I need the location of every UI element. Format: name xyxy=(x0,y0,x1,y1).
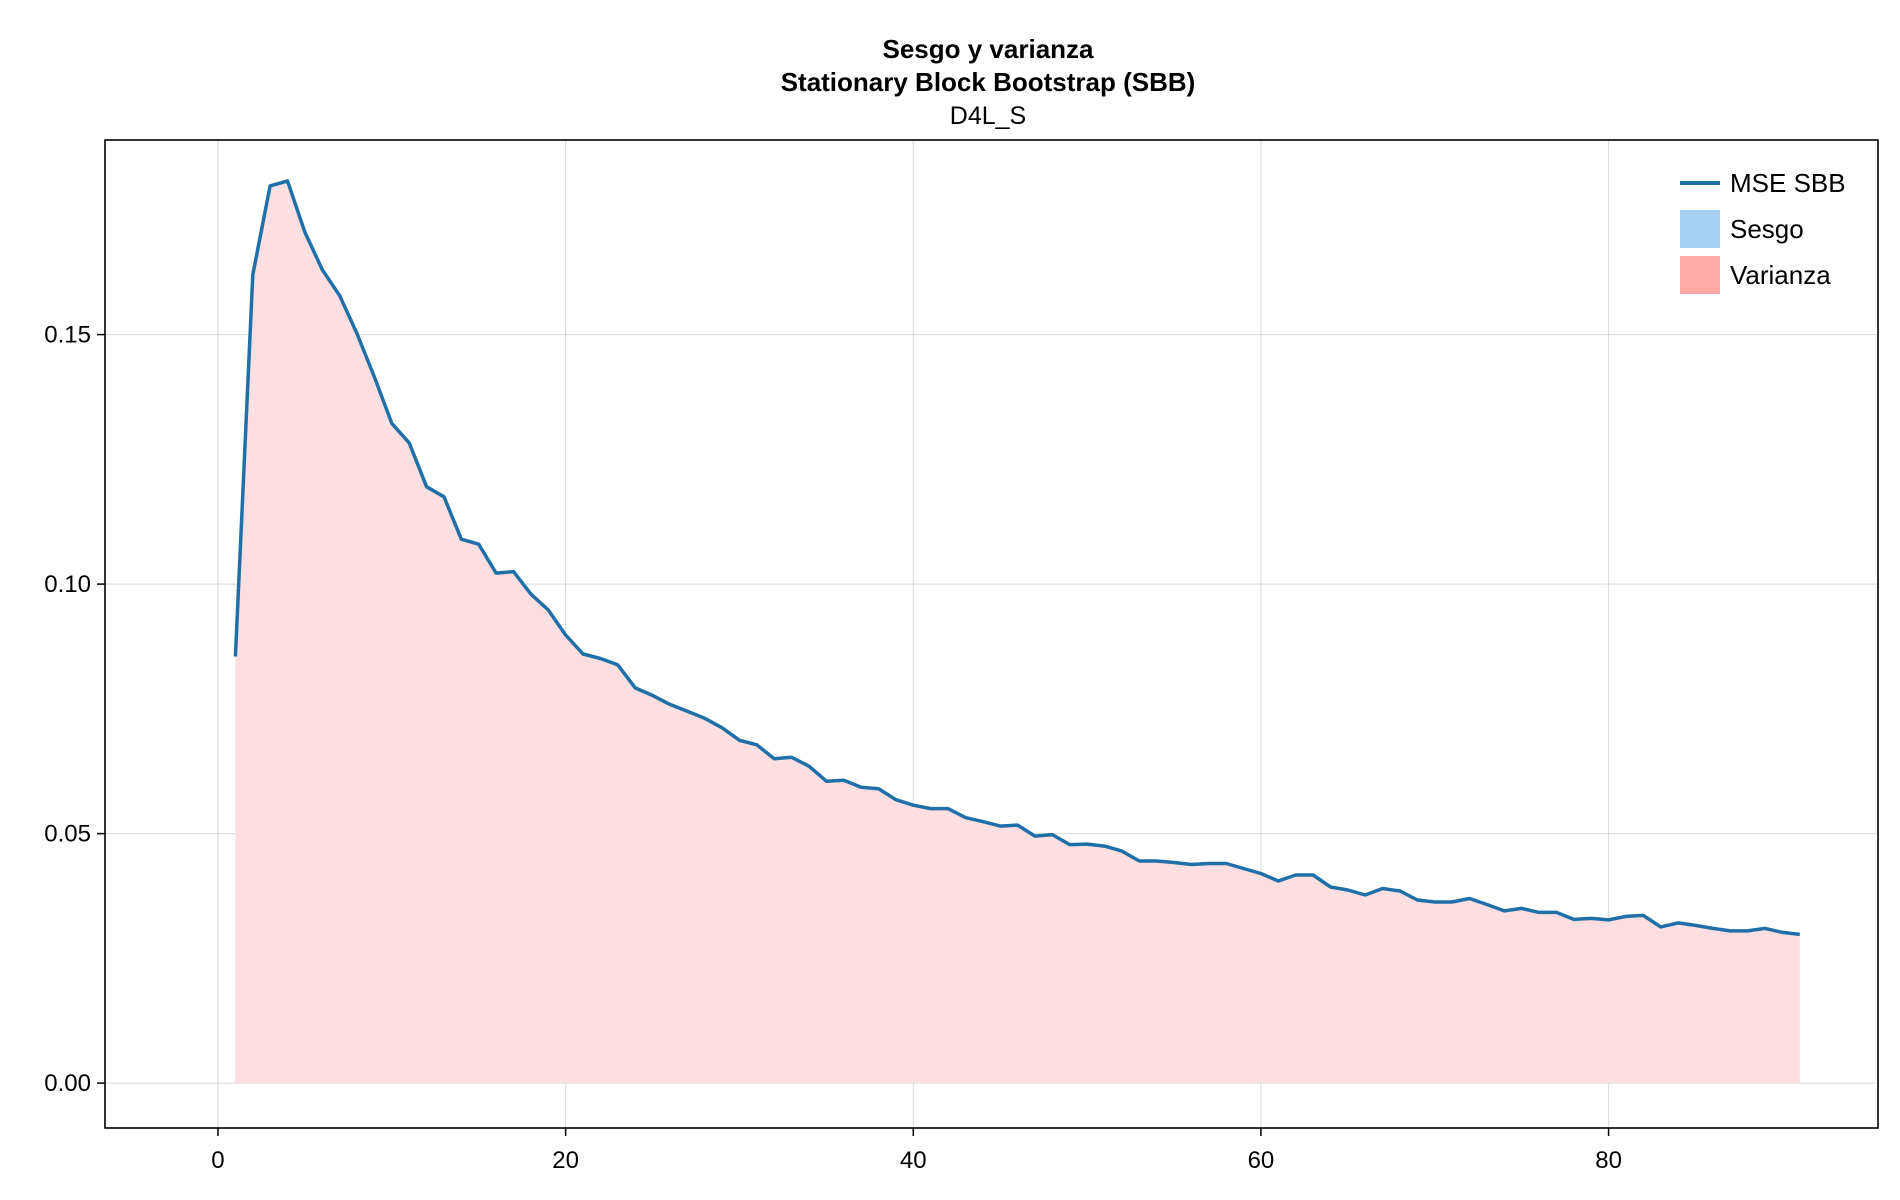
plot-frame xyxy=(104,139,1879,1129)
x-tick-label: 60 xyxy=(1248,1147,1275,1174)
y-tick-label: 0.00 xyxy=(44,1070,91,1097)
y-tick-label: 0.05 xyxy=(44,821,91,848)
x-tick-label: 40 xyxy=(900,1147,927,1174)
chart-subtitle: Stationary Block Bootstrap (SBB) xyxy=(781,67,1196,97)
legend-sesgo-swatch xyxy=(1680,210,1720,248)
legend-label-mse: MSE SBB xyxy=(1730,168,1846,198)
y-tick-label: 0.10 xyxy=(44,571,91,598)
varianza-area xyxy=(235,180,1800,1084)
x-tick-label: 0 xyxy=(211,1147,224,1174)
y-tick-label: 0.15 xyxy=(44,322,91,349)
legend-label-sesgo: Sesgo xyxy=(1730,214,1804,244)
legend-varianza-swatch xyxy=(1680,256,1720,294)
area-layer xyxy=(235,180,1800,1084)
legend-label-varianza: Varianza xyxy=(1730,260,1831,290)
mse-sbb-line xyxy=(233,179,1800,937)
legend: MSE SBB Sesgo Varianza xyxy=(1680,168,1846,294)
chart-series-subtitle: D4L_S xyxy=(950,102,1026,130)
tick-layer: 0 20 40 60 80 0.00 0.05 0.10 0.15 xyxy=(44,322,1622,1174)
x-tick-label: 80 xyxy=(1595,1147,1622,1174)
line-layer xyxy=(233,179,1800,937)
chart-title: Sesgo y varianza xyxy=(883,34,1095,64)
x-tick-label: 20 xyxy=(552,1147,579,1174)
